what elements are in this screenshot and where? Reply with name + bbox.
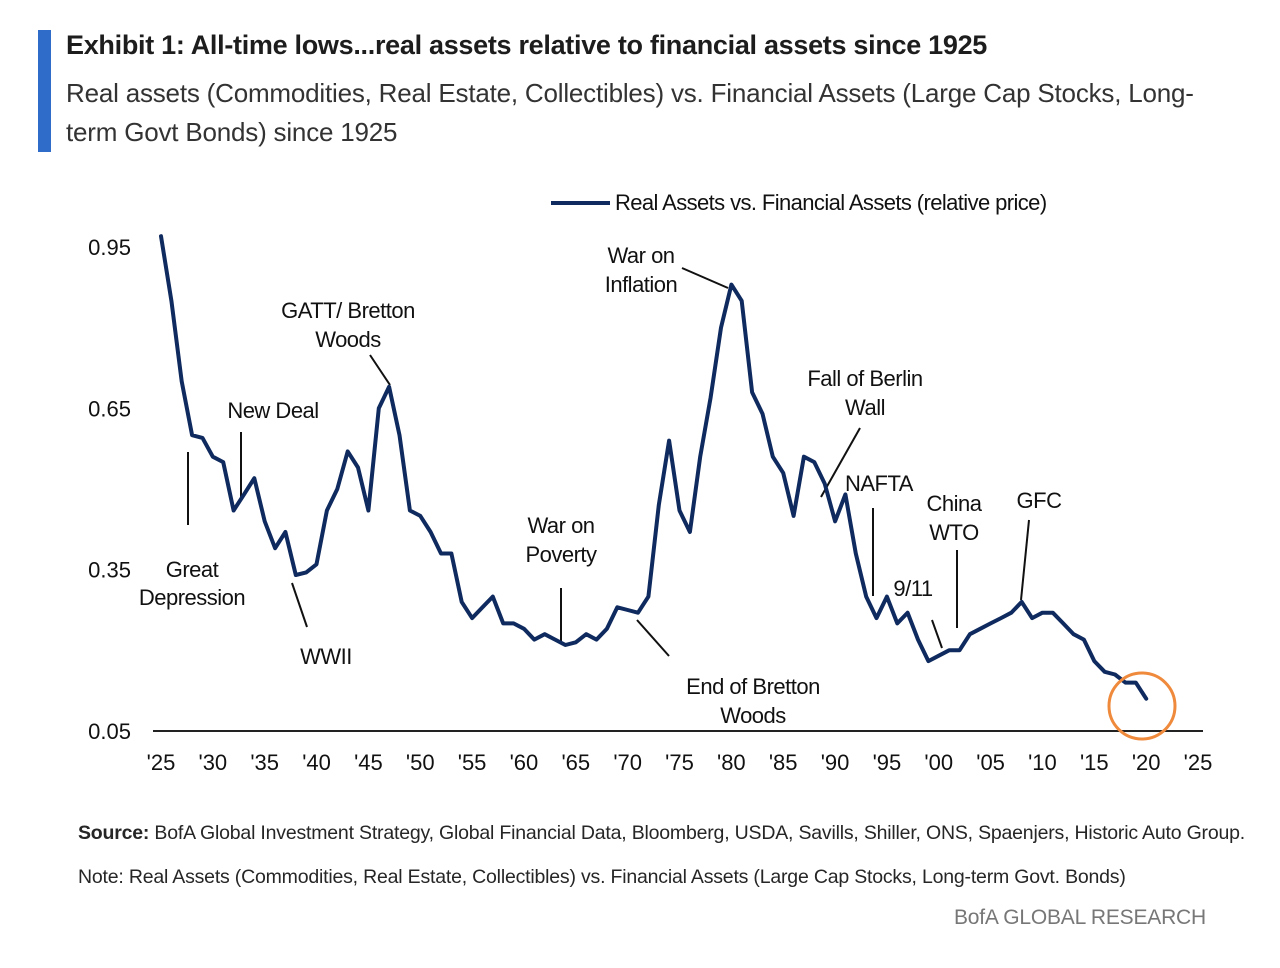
source-text: BofA Global Investment Strategy, Global …: [149, 822, 1245, 844]
annotation-wwii: WWII: [300, 644, 352, 669]
annotation-nafta: NAFTA: [845, 471, 914, 496]
source-label: Source:: [78, 822, 150, 844]
annotations: Great Depression New Deal WWII GATT/ Bretton…: [139, 243, 1063, 728]
y-tick-label: 0.35: [88, 558, 131, 583]
x-tick-label: '30: [199, 750, 228, 775]
annotation-great-depression: Great: [166, 557, 219, 582]
annotation-gatt-leader: [369, 354, 391, 386]
x-tick-label: '25: [1184, 750, 1213, 775]
x-tick-label: '55: [458, 750, 487, 775]
x-tick-label: '95: [873, 750, 902, 775]
y-tick-labels: 0.05 0.35 0.65 0.95: [88, 235, 131, 744]
annotation-war-on-inflation-leader: [681, 267, 729, 289]
annotation-war-on-inflation: War on: [607, 243, 674, 268]
x-tick-label: '75: [665, 750, 694, 775]
annotation-gatt: Woods: [315, 327, 381, 352]
x-tick-labels: '25 '30 '35 '40 '45 '50 '55 '60 '65 '70 '75 '80 '85 '…: [147, 750, 1213, 775]
annotation-end-bretton-woods: End of Bretton: [686, 674, 820, 699]
x-tick-label: '35: [250, 750, 279, 775]
annotation-nine-eleven-leader: [931, 619, 943, 649]
source-note: Source: BofA Global Investment Strategy,…: [78, 822, 1245, 845]
highlight-circle: [1107, 671, 1177, 741]
x-tick-label: '10: [1028, 750, 1057, 775]
chart-title: Exhibit 1: All-time lows...real assets r…: [66, 30, 988, 60]
annotation-war-on-inflation: Inflation: [605, 272, 678, 297]
annotation-end-bretton-woods-leader: [636, 619, 670, 657]
annotation-great-depression: Depression: [139, 585, 245, 610]
legend: Real Assets vs. Financial Assets (relati…: [551, 190, 1047, 215]
x-tick-label: '15: [1080, 750, 1109, 775]
annotation-war-on-poverty: War on: [527, 513, 594, 538]
x-tick-label: '20: [1132, 750, 1161, 775]
annotation-end-bretton-woods: Woods: [720, 703, 786, 728]
x-tick-label: '50: [406, 750, 435, 775]
annotation-fall-berlin-wall: Wall: [845, 395, 885, 420]
x-tick-label: '70: [613, 750, 642, 775]
brand-label: BofA GLOBAL RESEARCH: [954, 906, 1206, 929]
x-tick-label: '25: [147, 750, 176, 775]
x-tick-label: '40: [302, 750, 331, 775]
x-tick-label: '85: [769, 750, 798, 775]
x-tick-label: '60: [510, 750, 539, 775]
annotation-china-wto: China: [927, 491, 983, 516]
annotation-gatt: GATT/ Bretton: [281, 298, 415, 323]
legend-label: Real Assets vs. Financial Assets (relati…: [615, 190, 1047, 215]
y-tick-label: 0.65: [88, 396, 131, 421]
x-tick-label: '80: [717, 750, 746, 775]
x-tick-label: '45: [354, 750, 383, 775]
footnote: Note: Real Assets (Commodities, Real Est…: [78, 866, 1126, 888]
annotation-gfc: GFC: [1017, 488, 1063, 513]
annotation-wwii-leader: [291, 582, 308, 628]
annotation-fall-berlin-wall: Fall of Berlin: [807, 366, 922, 391]
x-tick-label: '05: [976, 750, 1005, 775]
annotation-china-wto: WTO: [929, 520, 979, 545]
accent-bar: [38, 30, 51, 152]
series-line: [159, 234, 1149, 701]
chart-subtitle: Real assets (Commodities, Real Estate, C…: [66, 78, 1194, 147]
annotation-nine-eleven: 9/11: [893, 576, 932, 601]
y-tick-label: 0.95: [88, 235, 131, 260]
annotation-war-on-poverty: Poverty: [525, 542, 597, 567]
annotation-gfc-leader: [1020, 519, 1030, 601]
annotation-new-deal: New Deal: [227, 398, 318, 423]
x-tick-label: '65: [561, 750, 590, 775]
x-tick-label: '90: [821, 750, 850, 775]
y-tick-label: 0.05: [88, 719, 131, 744]
annotation-fall-berlin-wall-leader: [820, 427, 861, 498]
x-tick-label: '00: [924, 750, 953, 775]
